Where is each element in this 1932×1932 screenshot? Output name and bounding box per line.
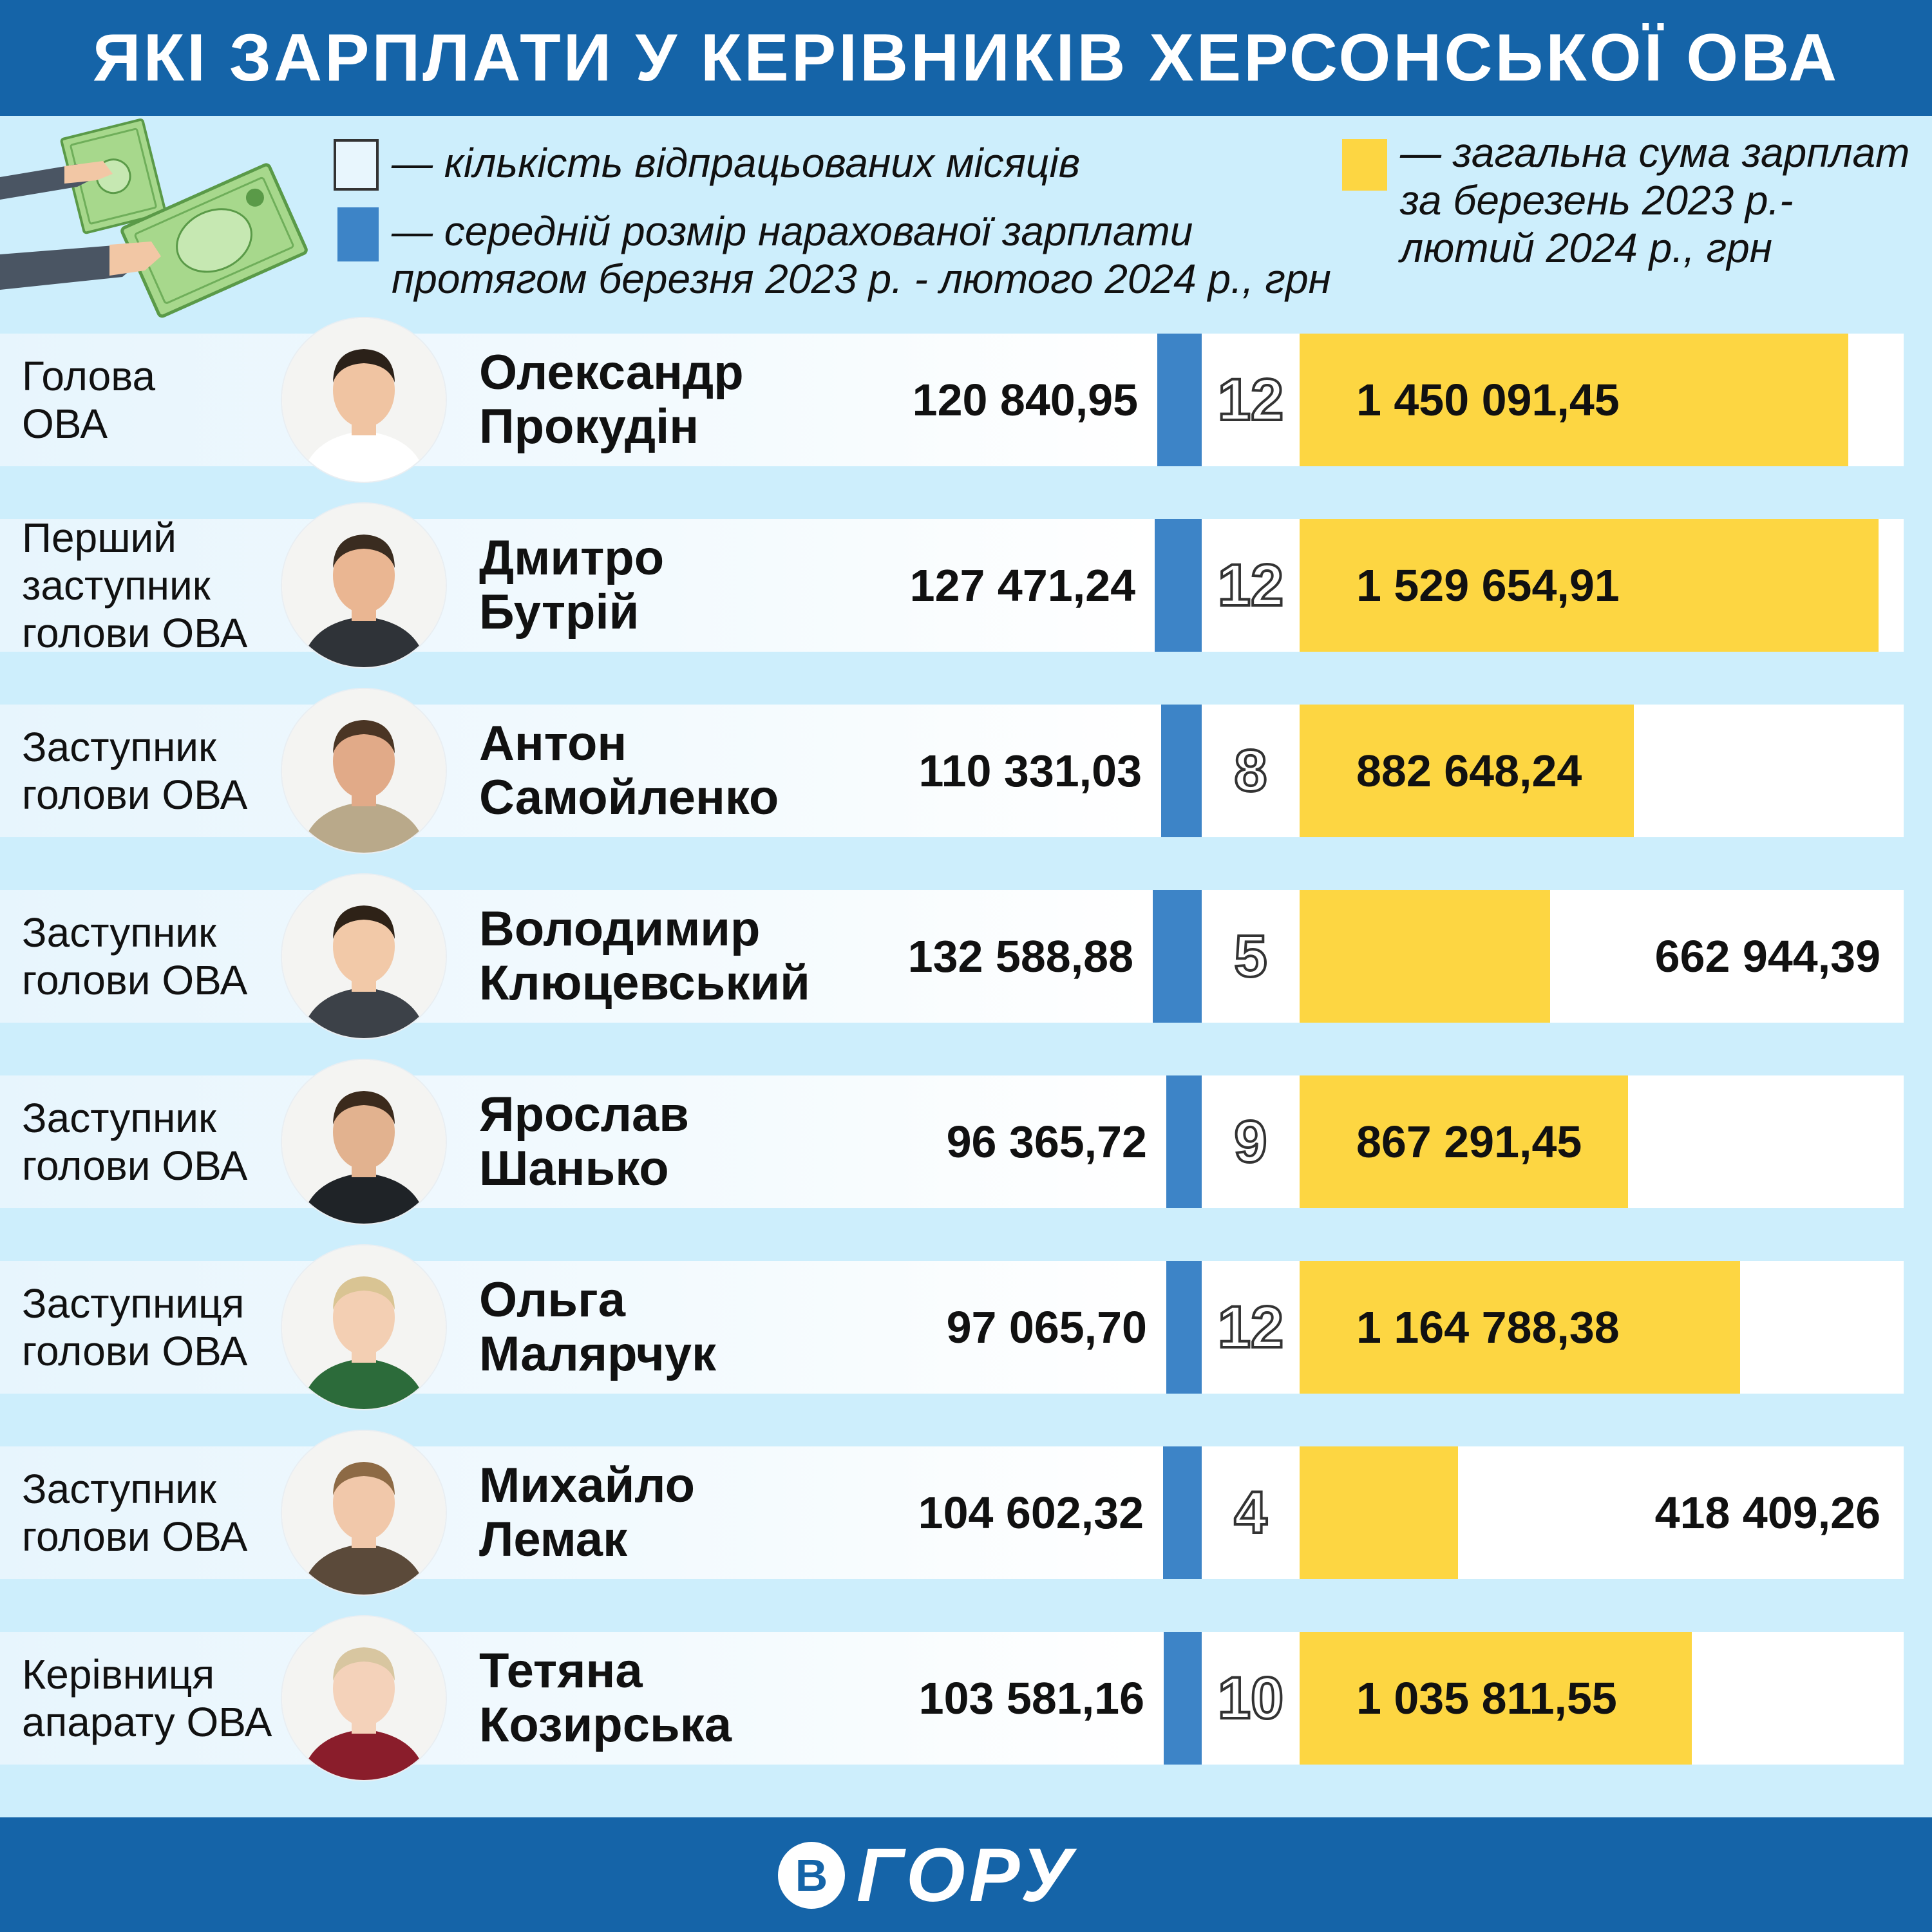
months-worked-value: 5 [1233,922,1268,990]
total-salary-value: 882 648,24 [1356,746,1582,796]
role-label: Заступник голови ОВА [22,1466,248,1560]
average-salary-value: 97 065,70 [946,1302,1147,1352]
average-salary-bar [1155,519,1202,652]
total-salary-value: 1 035 811,55 [1356,1673,1617,1723]
average-salary-bar [1166,1261,1202,1394]
average-salary-bar [1161,705,1202,837]
legend-total: — загальна сума зарплат за березень 2023… [1342,129,1909,272]
portrait-photo [282,1431,446,1595]
role-label: Перший заступник голови ОВА [22,515,248,656]
legend-label-average: — середній розмір нарахованої зарплати п… [392,208,1331,302]
person-name: Антон Самойленко [479,716,779,825]
footer-banner [0,1817,1932,1932]
person-name: Тетяна Козирська [479,1643,732,1752]
months-worked-value: 8 [1233,737,1268,805]
person-name: Володимир Клюцевський [479,902,810,1010]
vgoru-logo: В ГОРУ [778,1837,1077,1914]
months-worked-value: 12 [1217,1293,1285,1361]
legend-swatch-total [1342,139,1387,191]
person-name: Олександр Прокудін [479,345,744,454]
total-salary-bar [1300,890,1550,1023]
title-banner: ЯКІ ЗАРПЛАТИ У КЕРІВНИКІВ ХЕРСОНСЬКОЇ ОВ… [0,0,1932,116]
portrait-photo [282,504,446,667]
average-salary-value: 110 331,03 [918,746,1142,796]
legend-label-months: — кількість відпрацьованих місяців [392,140,1081,186]
total-salary-value: 1 164 788,38 [1356,1302,1620,1352]
person-name: Ярослав Шанько [479,1087,690,1196]
average-salary-bar [1166,1075,1202,1208]
average-salary-value: 104 602,32 [918,1488,1144,1538]
months-worked-value: 12 [1217,366,1285,434]
role-label: Заступник голови ОВА [22,909,248,1003]
average-salary-value: 127 471,24 [909,560,1135,611]
average-salary-bar [1157,334,1202,466]
total-salary-value: 867 291,45 [1356,1117,1582,1167]
portrait-photo [282,1060,446,1224]
months-worked-value: 9 [1233,1108,1268,1176]
total-salary-value: 418 409,26 [1654,1488,1880,1538]
role-label: Заступниця голови ОВА [22,1280,248,1374]
total-salary-value: 1 450 091,45 [1356,375,1620,425]
table-row: Заступник голови ОВА Ярослав Шанько 96 365… [0,1060,1904,1224]
average-salary-bar [1164,1632,1202,1765]
table-row: Заступник голови ОВА Антон Самойленко 110 … [0,689,1904,853]
table-row: Заступниця голови ОВА Ольга Малярчук 97 06… [0,1245,1904,1409]
role-label: Заступник голови ОВА [22,724,248,818]
total-salary-bar [1300,334,1848,466]
table-row: Заступник голови ОВА Михайло Лемак 104 602… [0,1431,1904,1595]
average-salary-value: 96 365,72 [946,1117,1147,1167]
legend-average: — середній розмір нарахованої зарплати п… [337,207,1331,303]
table-row: Перший заступник голови ОВА Дмитро Бутрій… [0,504,1904,667]
chart-title: ЯКІ ЗАРПЛАТИ У КЕРІВНИКІВ ХЕРСОНСЬКОЇ ОВ… [92,20,1840,95]
months-worked-value: 12 [1217,551,1285,620]
table-row: Голова ОВА Олександр Прокудін 120 840,95 12… [0,318,1904,482]
total-salary-bar [1300,519,1879,652]
months-worked-value: 10 [1217,1664,1285,1732]
svg-text:В: В [795,1850,828,1900]
role-label: Заступник голови ОВА [22,1095,248,1189]
total-salary-value: 1 529 654,91 [1356,560,1620,611]
svg-text:ГОРУ: ГОРУ [857,1837,1077,1914]
portrait-photo [282,318,446,482]
person-name: Дмитро Бутрій [479,531,665,639]
total-salary-bar [1300,705,1634,837]
total-salary-bar [1300,1075,1628,1208]
months-worked-value: 4 [1233,1479,1268,1547]
person-name: Михайло Лемак [479,1458,695,1567]
portrait-photo [282,875,446,1038]
legend-swatch-average [337,207,379,261]
total-salary-value: 662 944,39 [1654,931,1880,981]
table-row: Керівниця апарату ОВА Тетяна Козирська 103… [0,1616,1904,1780]
total-salary-bar [1300,1446,1458,1579]
role-label: Керівниця апарату ОВА [22,1651,272,1745]
table-row: Заступник голови ОВА Володимир Клюцевськи… [0,875,1904,1038]
portrait-photo [282,1616,446,1780]
average-salary-bar [1163,1446,1202,1579]
legend-months: — кількість відпрацьованих місяців [334,139,1080,191]
average-salary-value: 120 840,95 [912,375,1138,425]
legend-label-total: — загальна сума зарплат за березень 2023… [1400,129,1910,271]
legend-swatch-months [334,139,379,191]
portrait-photo [282,1245,446,1409]
average-salary-value: 132 588,88 [907,931,1133,981]
role-label: Голова ОВА [22,353,156,447]
portrait-photo [282,689,446,853]
average-salary-value: 103 581,16 [918,1673,1144,1723]
average-salary-bar [1153,890,1202,1023]
person-name: Ольга Малярчук [479,1273,717,1381]
total-salary-bar [1300,1632,1692,1765]
money-hands-icon [0,118,308,318]
total-salary-bar [1300,1261,1740,1394]
